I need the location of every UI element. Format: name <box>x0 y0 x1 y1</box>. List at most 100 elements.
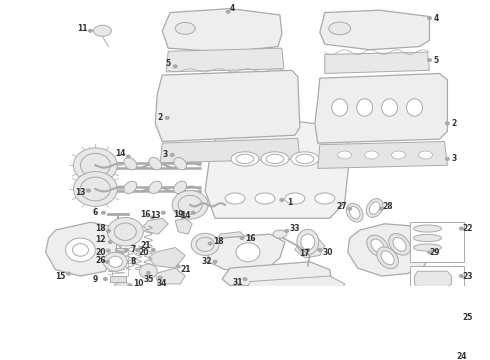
Polygon shape <box>162 9 282 52</box>
Ellipse shape <box>80 153 110 177</box>
Ellipse shape <box>365 151 379 159</box>
Ellipse shape <box>124 157 137 170</box>
Ellipse shape <box>349 207 360 219</box>
Ellipse shape <box>174 181 187 194</box>
Ellipse shape <box>280 198 284 202</box>
Ellipse shape <box>445 157 449 161</box>
Polygon shape <box>295 238 325 258</box>
Ellipse shape <box>329 22 351 35</box>
Ellipse shape <box>213 260 217 264</box>
Ellipse shape <box>208 242 212 245</box>
Ellipse shape <box>173 65 177 68</box>
Ellipse shape <box>105 260 109 264</box>
Ellipse shape <box>445 122 449 125</box>
Ellipse shape <box>124 248 128 252</box>
Ellipse shape <box>393 238 406 251</box>
Ellipse shape <box>291 152 319 166</box>
Ellipse shape <box>418 151 433 159</box>
Ellipse shape <box>367 199 383 217</box>
Ellipse shape <box>175 22 195 34</box>
Text: 10: 10 <box>133 279 144 288</box>
Ellipse shape <box>115 240 125 244</box>
Ellipse shape <box>420 342 448 358</box>
Text: 31: 31 <box>233 278 243 287</box>
Polygon shape <box>155 268 185 284</box>
Bar <box>410 266 465 305</box>
Ellipse shape <box>381 251 394 265</box>
Ellipse shape <box>103 252 127 271</box>
Polygon shape <box>166 48 284 72</box>
Text: 2: 2 <box>158 113 163 122</box>
Text: 8: 8 <box>131 257 136 266</box>
Text: 26: 26 <box>95 256 106 265</box>
Ellipse shape <box>392 151 406 159</box>
Ellipse shape <box>107 217 143 246</box>
Ellipse shape <box>367 235 389 257</box>
Ellipse shape <box>80 177 110 201</box>
Text: 4: 4 <box>229 4 235 13</box>
Ellipse shape <box>124 260 128 264</box>
Ellipse shape <box>124 181 137 194</box>
Polygon shape <box>348 224 432 276</box>
Ellipse shape <box>357 99 372 116</box>
Ellipse shape <box>240 237 244 240</box>
Ellipse shape <box>236 243 260 262</box>
Ellipse shape <box>285 193 305 204</box>
Bar <box>112 251 128 276</box>
Ellipse shape <box>338 151 352 159</box>
Ellipse shape <box>66 238 96 262</box>
Ellipse shape <box>416 318 453 328</box>
Text: 20: 20 <box>138 248 148 257</box>
Text: 32: 32 <box>202 257 212 266</box>
Text: 28: 28 <box>382 202 393 211</box>
Ellipse shape <box>161 211 165 214</box>
Text: 21: 21 <box>140 242 150 251</box>
Text: 33: 33 <box>290 224 300 233</box>
Text: 3: 3 <box>163 150 168 159</box>
Ellipse shape <box>103 278 107 281</box>
Ellipse shape <box>74 148 118 183</box>
Ellipse shape <box>196 237 214 252</box>
Text: 13: 13 <box>75 188 86 197</box>
Ellipse shape <box>414 244 441 251</box>
Ellipse shape <box>126 155 130 158</box>
Ellipse shape <box>108 240 112 244</box>
Bar <box>112 248 126 252</box>
Ellipse shape <box>382 99 397 116</box>
Ellipse shape <box>296 154 314 164</box>
Text: 14: 14 <box>115 149 125 158</box>
Text: 15: 15 <box>55 271 66 280</box>
Ellipse shape <box>106 229 110 233</box>
Ellipse shape <box>427 58 432 62</box>
Polygon shape <box>318 141 447 168</box>
Ellipse shape <box>191 233 219 256</box>
Ellipse shape <box>427 251 432 254</box>
Text: 5: 5 <box>434 55 439 64</box>
Text: 14: 14 <box>180 211 191 220</box>
Text: 6: 6 <box>93 208 98 217</box>
Polygon shape <box>315 73 447 143</box>
Ellipse shape <box>273 230 287 238</box>
Ellipse shape <box>165 116 169 120</box>
Text: 21: 21 <box>180 265 191 274</box>
Text: 22: 22 <box>462 224 473 233</box>
Text: 19: 19 <box>173 210 183 219</box>
Ellipse shape <box>414 225 441 232</box>
Ellipse shape <box>73 244 89 256</box>
Text: 35: 35 <box>143 275 153 284</box>
Text: 9: 9 <box>93 275 98 284</box>
Ellipse shape <box>460 316 464 319</box>
Ellipse shape <box>174 157 187 170</box>
Text: 16: 16 <box>140 210 150 219</box>
Text: 29: 29 <box>429 248 440 257</box>
Ellipse shape <box>178 195 202 214</box>
Text: 16: 16 <box>245 234 255 243</box>
Text: 34: 34 <box>157 279 168 288</box>
Ellipse shape <box>332 99 348 116</box>
Ellipse shape <box>114 282 130 289</box>
Ellipse shape <box>243 278 247 281</box>
Ellipse shape <box>261 152 289 166</box>
Bar <box>410 309 465 337</box>
Ellipse shape <box>460 227 464 230</box>
Ellipse shape <box>191 211 195 214</box>
